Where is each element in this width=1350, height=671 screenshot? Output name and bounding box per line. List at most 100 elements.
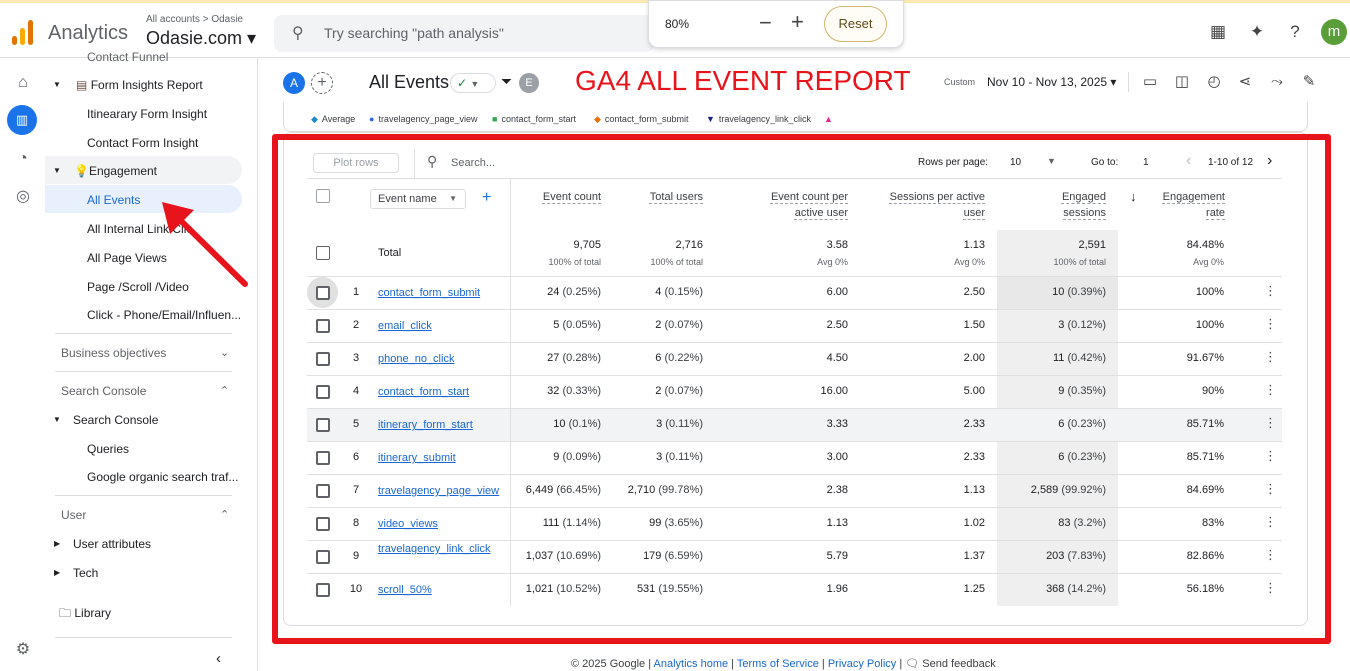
legend-average[interactable]: ◆ Average [311, 114, 355, 125]
footer-link-feedback[interactable]: Send feedback [922, 658, 996, 670]
nav-folder-engagement[interactable]: 💡Engagement [74, 164, 157, 178]
nav-section-business-objectives[interactable]: Business objectives [61, 346, 167, 360]
row-checkbox[interactable] [316, 352, 330, 366]
totals-checkbox[interactable] [316, 246, 330, 260]
column-header[interactable]: Event count [542, 191, 601, 203]
table-row[interactable] [307, 309, 1282, 342]
row-checkbox[interactable] [316, 286, 330, 300]
zoom-reset-button[interactable]: Reset [824, 6, 887, 42]
event-name-link[interactable]: itinerary_submit [378, 452, 456, 464]
column-header[interactable]: Total users [649, 191, 703, 203]
search-input[interactable]: ⚲ Try searching "path analysis" [274, 15, 654, 52]
nav-folder-search-console[interactable]: Search Console [73, 413, 159, 427]
row-checkbox[interactable] [316, 583, 330, 597]
column-header[interactable]: Engagement rate [1162, 191, 1225, 219]
table-row[interactable] [307, 540, 1282, 573]
product-name[interactable]: Analytics [48, 22, 129, 44]
table-search-input[interactable]: Search... [451, 157, 496, 169]
help-icon[interactable]: ? [1290, 22, 1300, 41]
nav-item-google-organic-search[interactable]: Google organic search traf... [87, 470, 239, 484]
date-range-selector[interactable]: Nov 10 - Nov 13, 2025 ▾ [987, 75, 1117, 89]
column-header[interactable]: Engaged sessions [1061, 191, 1106, 219]
row-more-icon[interactable]: ⋮ [1264, 547, 1277, 562]
next-page-icon[interactable]: › [1267, 152, 1273, 169]
footer-link-home[interactable]: Analytics home [653, 658, 729, 670]
event-name-link[interactable]: video_views [378, 518, 438, 530]
account-breadcrumb[interactable]: All accounts > Odasie [146, 14, 243, 25]
nav-folder-user-attributes[interactable]: User attributes [73, 537, 152, 551]
nav-item-contact-funnel[interactable]: Contact Funnel [87, 50, 169, 64]
legend-contact-form-start[interactable]: ■ contact_form_start [492, 114, 576, 124]
share-icon[interactable]: ⋖ [1238, 73, 1252, 90]
table-row[interactable] [307, 441, 1282, 474]
table-row[interactable] [307, 573, 1282, 606]
filter-badge[interactable]: E [519, 73, 539, 93]
nav-item-all-page-views[interactable]: All Page Views [87, 251, 167, 265]
sparkle-icon[interactable]: ✦ [1249, 22, 1265, 41]
customize-pencil-icon[interactable]: ✎ [1302, 73, 1316, 90]
footer-link-privacy[interactable]: Privacy Policy [827, 658, 897, 670]
status-check-dropdown[interactable]: ✓ ▼ [450, 73, 496, 93]
row-more-icon[interactable]: ⋮ [1264, 481, 1277, 496]
nav-item-all-events[interactable]: All Events [87, 193, 141, 207]
legend-travelagency-page-view[interactable]: ● travelagency_page_view [369, 114, 478, 124]
row-more-icon[interactable]: ⋮ [1264, 316, 1277, 331]
event-name-link[interactable]: travelagency_link_click [378, 543, 491, 555]
event-name-link[interactable]: travelagency_page_view [378, 485, 500, 497]
user-avatar[interactable]: m [1321, 19, 1347, 45]
event-name-link[interactable]: itinerary_form_start [378, 419, 473, 431]
dimension-selector[interactable]: Event name ▼ [370, 189, 466, 209]
explore-icon[interactable]: ◔ [18, 150, 28, 167]
event-name-link[interactable]: phone_no_click [378, 353, 455, 365]
search-icon[interactable]: ⚲ [427, 153, 438, 169]
nav-item-click-phone-email[interactable]: Click - Phone/Email/Influen... [87, 308, 242, 322]
row-more-icon[interactable]: ⋮ [1264, 382, 1277, 397]
home-icon[interactable]: ⌂ [18, 74, 28, 91]
legend-travelagency-link-click[interactable]: ▼ travelagency_link_click [706, 114, 811, 124]
zoom-in-button[interactable]: + [791, 9, 804, 34]
select-all-header-checkbox[interactable] [316, 189, 330, 203]
goto-input[interactable]: 1 [1143, 157, 1149, 168]
plot-rows-button[interactable]: Plot rows [313, 153, 399, 173]
nav-section-search-console[interactable]: Search Console [61, 384, 147, 398]
collapse-caret-icon[interactable]: ▼ [53, 80, 61, 89]
table-row[interactable] [307, 408, 1282, 441]
event-name-link[interactable]: contact_form_submit [378, 287, 481, 299]
nav-item-page-scroll-video[interactable]: Page /Scroll /Video [87, 280, 189, 294]
footer-link-terms[interactable]: Terms of Service [736, 658, 819, 670]
chevron-up-icon[interactable]: ⌃ [220, 385, 230, 397]
row-more-icon[interactable]: ⋮ [1264, 448, 1277, 463]
chevron-down-icon[interactable]: ⌄ [220, 347, 230, 359]
filter-icon[interactable]: ⏷ [501, 73, 513, 89]
table-row[interactable] [307, 474, 1282, 507]
collapse-caret-icon[interactable]: ▼ [53, 415, 61, 424]
row-checkbox[interactable] [316, 517, 330, 531]
row-checkbox[interactable] [316, 418, 330, 432]
row-checkbox[interactable] [316, 319, 330, 333]
event-name-link[interactable]: contact_form_start [378, 386, 470, 398]
row-checkbox[interactable] [316, 385, 330, 399]
insights-icon[interactable]: ◴ [1207, 73, 1221, 90]
property-selector[interactable]: Odasie.com ▾ [146, 28, 257, 48]
nav-library[interactable]: 🗀 Library [59, 604, 111, 625]
rows-per-page-select[interactable]: 10 [1010, 157, 1022, 168]
column-header[interactable]: Sessions per active user [889, 191, 985, 219]
compare-icon[interactable]: ◫ [1174, 73, 1190, 90]
row-more-icon[interactable]: ⋮ [1264, 349, 1277, 364]
collapse-nav-icon[interactable]: ‹ [216, 650, 221, 667]
comparison-avatar[interactable]: A [283, 72, 305, 94]
trend-icon[interactable]: ⤳ [1270, 73, 1283, 90]
row-checkbox[interactable] [316, 484, 330, 498]
nav-section-user[interactable]: User [61, 508, 87, 522]
expand-caret-icon[interactable]: ▶ [54, 568, 61, 577]
analytics-logo-icon[interactable] [12, 19, 36, 45]
row-more-icon[interactable]: ⋮ [1264, 283, 1277, 298]
event-name-link[interactable]: scroll_50% [378, 584, 432, 596]
apps-grid-icon[interactable]: ▦ [1209, 22, 1227, 41]
edit-comparisons-icon[interactable]: ▭ [1142, 73, 1158, 90]
table-row[interactable] [307, 276, 1282, 309]
column-header[interactable]: Event count per active user [770, 191, 848, 219]
row-more-icon[interactable]: ⋮ [1264, 514, 1277, 529]
nav-item-itinerary-form-insight[interactable]: Itinearary Form Insight [87, 107, 208, 121]
advertising-icon[interactable]: ◎ [16, 188, 30, 205]
